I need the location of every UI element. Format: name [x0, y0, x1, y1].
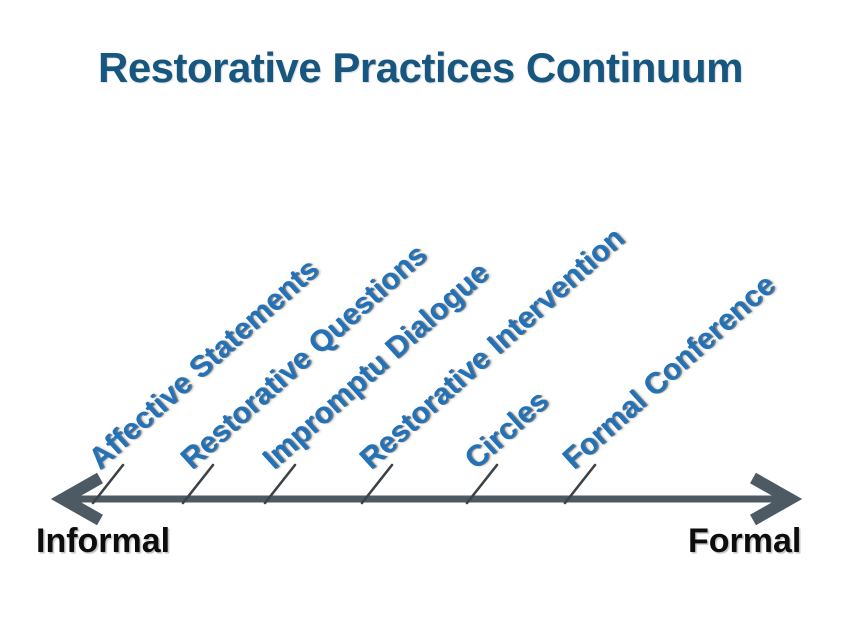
tick-mark: [91, 463, 125, 505]
tick-mark: [465, 463, 499, 505]
arrowhead-left-icon: [50, 472, 103, 526]
tick-mark: [360, 463, 394, 505]
axis-endpoint-informal: Informal: [36, 522, 171, 560]
tick-mark: [263, 463, 297, 505]
tick-mark: [181, 463, 215, 505]
page-title: Restorative Practices Continuum: [97, 44, 744, 91]
tick-mark: [563, 463, 597, 505]
arrowhead-right-icon: [750, 472, 803, 526]
axis-endpoint-formal: Formal: [688, 522, 802, 560]
tick-marks: [91, 463, 597, 505]
